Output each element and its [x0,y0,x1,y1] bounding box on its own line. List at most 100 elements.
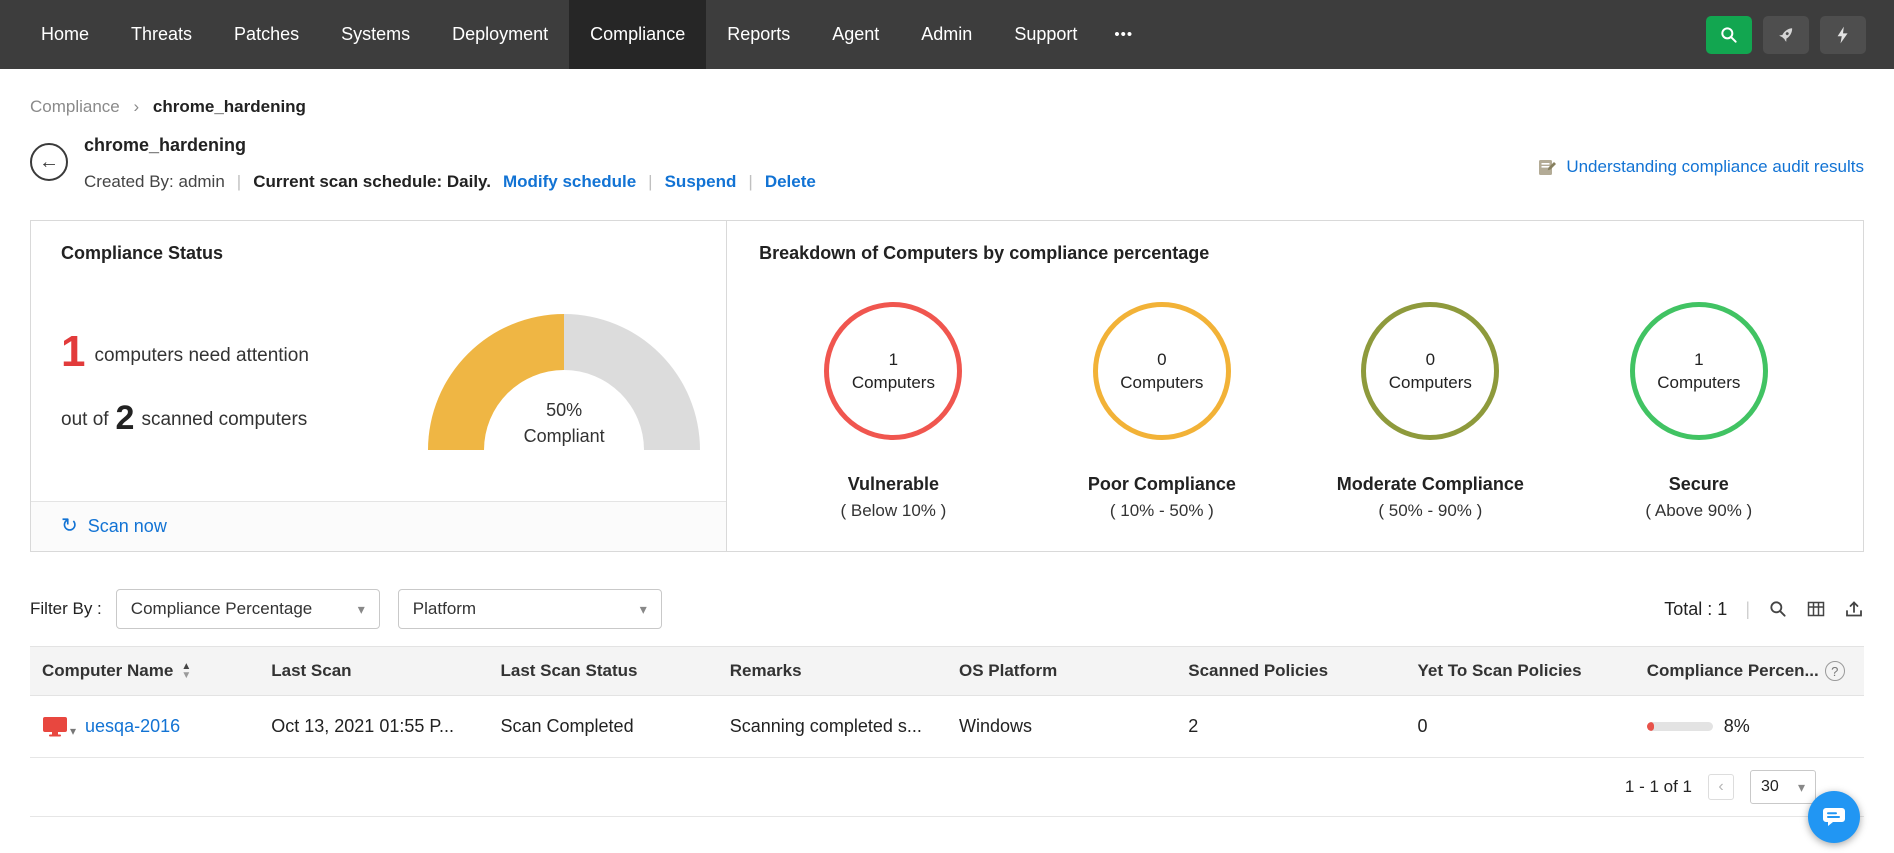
scan-now-link[interactable]: ↻ Scan now [61,516,167,537]
page-size-dropdown[interactable]: 30 ▾ [1750,770,1816,804]
poor-compliance-circle[interactable]: 0 Computers [1092,302,1231,440]
compliance-percentage-dropdown[interactable]: Compliance Percentage ▾ [115,589,380,629]
poor-compliance-label: Poor Compliance [1087,474,1236,494]
column-header-os-platform[interactable]: OS Platform [947,647,1176,695]
nav-more-menu[interactable]: ••• [1114,26,1134,43]
vulnerable-unit: Computers [851,372,935,392]
vulnerable-circle[interactable]: 1 Computers [824,302,963,440]
meta-separator: | [748,172,753,191]
audit-note-icon [1537,157,1557,177]
column-label: Scanned Policies [1188,661,1329,680]
lightning-icon [1833,25,1853,45]
out-of-label: out of [61,408,109,430]
vulnerable-label: Vulnerable [847,474,940,494]
nav-home[interactable]: Home [41,24,90,44]
computers-table: Computer Name ▲ ▼ Last Scan Last Scan St… [30,646,1864,817]
sort-icon[interactable]: ▲ ▼ [181,661,192,681]
poor-compliance-range: ( 10% - 50% ) [1109,501,1214,520]
top-navigation: Home Threats Patches Systems Deployment … [0,0,1894,69]
quick-actions-button[interactable] [1820,15,1866,54]
moderate-compliance-range: ( 50% - 90% ) [1378,501,1483,520]
header-meta: Created By: admin | Current scan schedul… [84,172,816,192]
chat-icon [1820,803,1848,831]
gauge-percent: 50% [546,400,583,421]
moderate-compliance-label: Moderate Compliance [1336,474,1524,494]
nav-admin[interactable]: Admin [921,24,973,44]
scan-now-bar: ↻ Scan now [31,500,727,551]
column-header-compliance-percentage[interactable]: Compliance Percen... ? [1635,647,1864,695]
refresh-icon: ↻ [61,515,78,537]
help-icon[interactable]: ? [1824,661,1845,681]
breadcrumb-separator: › [133,97,140,116]
column-label: OS Platform [959,661,1058,680]
column-label: Yet To Scan Policies [1417,661,1582,680]
column-header-yet-to-scan-policies[interactable]: Yet To Scan Policies [1406,647,1635,695]
chat-button[interactable] [1808,791,1860,843]
scanned-label: scanned computers [141,408,308,430]
attention-line: 1 computers need attention [61,327,402,377]
column-header-computer-name[interactable]: Computer Name ▲ ▼ [30,647,259,695]
rocket-icon [1775,24,1797,46]
search-button[interactable] [1706,15,1752,54]
nav-compliance[interactable]: Compliance [569,0,707,69]
back-button[interactable]: ← [30,143,68,181]
secure-unit: Computers [1657,372,1741,392]
filter-row: Filter By : Compliance Percentage ▾ Plat… [30,588,1864,630]
moderate-compliance-circle[interactable]: 0 Computers [1361,302,1500,440]
modify-schedule-link[interactable]: Modify schedule [502,172,637,191]
moderate-compliance-unit: Computers [1388,372,1472,392]
computer-actions-trigger[interactable]: ▾ [42,716,76,738]
audit-help-link[interactable]: Understanding compliance audit results [1566,157,1864,176]
delete-link[interactable]: Delete [764,172,816,191]
category-poor-compliance: 0 Computers Poor Compliance ( 10% - 50% … [1028,302,1296,521]
platform-dropdown[interactable]: Platform ▾ [397,589,662,629]
chevron-down-icon: ▾ [639,600,647,617]
table-footer: 1 - 1 of 1 ‹ 30 ▾ [30,758,1864,817]
nav-agent[interactable]: Agent [832,24,880,44]
remarks-cell: Scanning completed s... [729,716,922,736]
column-header-scanned-policies[interactable]: Scanned Policies [1176,647,1405,695]
computer-name-cell: ▾ uesqa-2016 [30,716,259,738]
platform-dropdown-value: Platform [412,599,477,618]
yet-to-scan-policies-cell: 0 [1417,716,1428,736]
export-icon[interactable] [1844,599,1864,619]
main-panel: Compliance Status 1 computers need attent… [30,220,1864,552]
created-by-text: Created By: admin [84,172,225,191]
scanned-policies-cell: 2 [1188,716,1199,736]
whats-new-button[interactable] [1763,15,1809,54]
nav-deployment[interactable]: Deployment [452,24,549,44]
computer-name-link[interactable]: uesqa-2016 [85,716,181,736]
column-header-remarks[interactable]: Remarks [718,647,947,695]
nav-patches[interactable]: Patches [234,24,300,44]
pagination-prev-button[interactable]: ‹ [1708,774,1734,800]
last-scan-cell: Oct 13, 2021 01:55 P... [271,716,455,736]
compliance-percentage-dropdown-value: Compliance Percentage [130,599,313,618]
back-arrow-icon: ← [39,150,59,173]
meta-separator: | [236,172,242,191]
breadcrumb-current: chrome_hardening [152,97,306,116]
gauge-label: 50% Compliant [428,400,700,447]
compliance-progress-fill [1646,722,1654,731]
last-scan-status-cell: Scan Completed [500,716,634,736]
column-header-last-scan-status[interactable]: Last Scan Status [489,647,718,695]
column-chooser-icon[interactable] [1806,599,1826,619]
category-vulnerable: 1 Computers Vulnerable ( Below 10% ) [759,302,1027,521]
nav-reports[interactable]: Reports [727,24,791,44]
scanned-count: 2 [115,398,135,437]
toolbar-divider: | [1745,598,1750,619]
secure-circle[interactable]: 1 Computers [1629,302,1768,440]
nav-systems[interactable]: Systems [341,24,411,44]
scan-schedule-text: Current scan schedule: Daily. [253,172,491,191]
poor-compliance-unit: Computers [1120,372,1204,392]
table-search-icon[interactable] [1768,599,1788,619]
gauge-caption: Compliant [523,426,605,447]
suspend-link[interactable]: Suspend [664,172,737,191]
nav-support[interactable]: Support [1014,24,1078,44]
compliance-status-panel: Compliance Status 1 computers need attent… [31,221,728,551]
compliance-progress-bar [1646,722,1713,731]
nav-threats[interactable]: Threats [131,24,193,44]
column-header-last-scan[interactable]: Last Scan [259,647,488,695]
total-count: Total : 1 [1664,598,1728,619]
column-label: Compliance Percen... [1646,661,1819,680]
breadcrumb-compliance[interactable]: Compliance [30,97,120,116]
